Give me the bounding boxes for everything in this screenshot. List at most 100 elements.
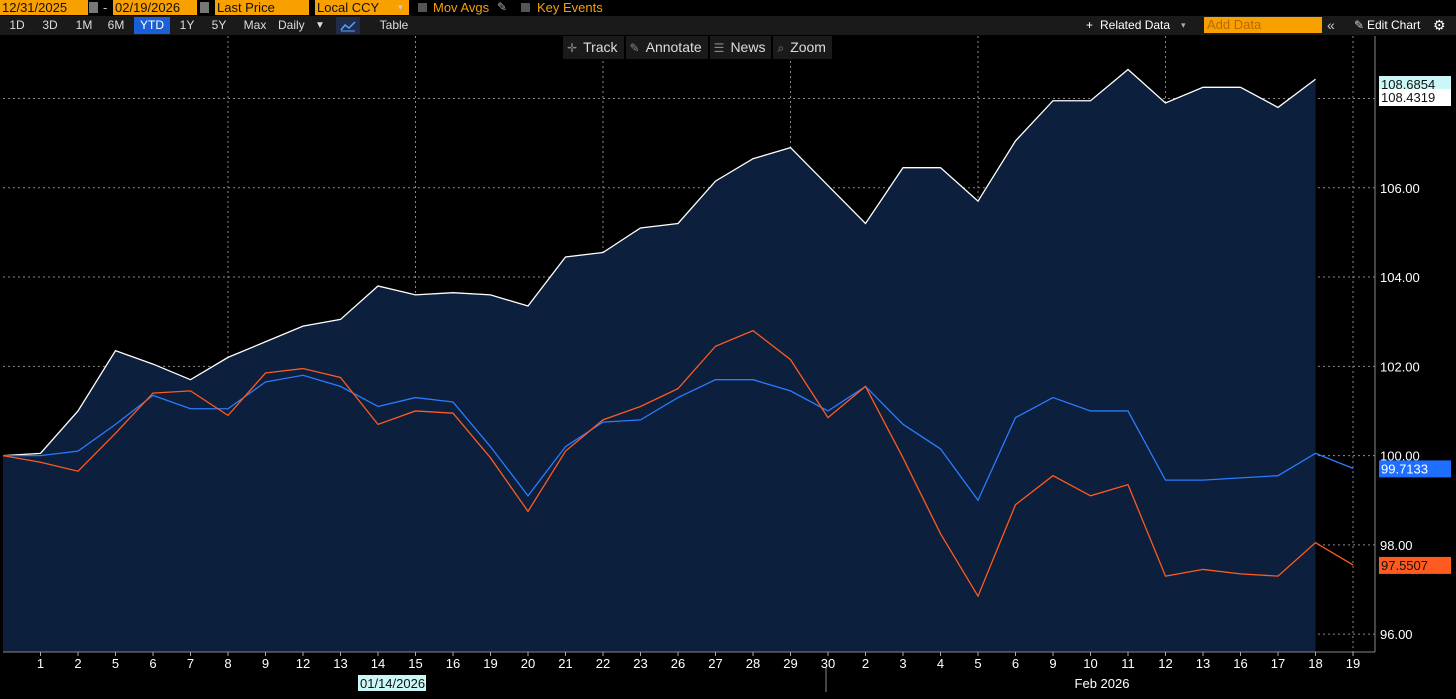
- add-data-input[interactable]: Add Data: [1204, 17, 1322, 33]
- x-tick-label: 2: [74, 656, 81, 671]
- period-5y[interactable]: 5Y: [211, 18, 227, 32]
- zoom-button[interactable]: ⌕ Zoom: [773, 36, 832, 59]
- crosshair-icon: ✛: [567, 41, 578, 55]
- x-tick-label: 28: [746, 656, 760, 671]
- frequency-selector[interactable]: Daily: [278, 18, 305, 32]
- x-tick-label: 2: [862, 656, 869, 671]
- y-tick-label: 106.00: [1380, 181, 1420, 196]
- x-tick-label: 13: [333, 656, 347, 671]
- collapse-icon[interactable]: «: [1327, 17, 1335, 33]
- x-tick-label: 13: [1196, 656, 1210, 671]
- white-last-label-bg: [1379, 89, 1451, 106]
- mov-avgs-checkbox[interactable]: [418, 3, 427, 12]
- axes: 96.0098.00100.00102.00104.00106.00108.00…: [3, 36, 1451, 692]
- news-label: News: [730, 39, 766, 55]
- chart-tools: ✛ Track ✎ Annotate ☰ News ⌕ Zoom: [563, 36, 834, 59]
- x-tick-label: 5: [112, 656, 119, 671]
- x-tick-label: 12: [1158, 656, 1172, 671]
- period-1y[interactable]: 1Y: [179, 18, 195, 32]
- pen-icon: ✎: [629, 41, 640, 55]
- start-date-field[interactable]: 12/31/2025: [0, 0, 88, 15]
- table-button[interactable]: Table: [379, 18, 409, 32]
- series-line: [2, 68, 1316, 457]
- date-highlight: [358, 675, 426, 691]
- y-tick-label: 96.00: [1380, 627, 1413, 642]
- pencil-icon[interactable]: ✎: [497, 0, 508, 14]
- period-max[interactable]: Max: [243, 18, 267, 32]
- blue-last-label: 99.7133: [1381, 461, 1428, 476]
- x-tick-label: 4: [937, 656, 944, 671]
- annotate-button[interactable]: ✎ Annotate: [625, 36, 708, 59]
- track-label: Track: [583, 39, 618, 55]
- x-tick-label: 18: [1308, 656, 1322, 671]
- x-tick-label: 9: [1049, 656, 1056, 671]
- y-tick-label: 100.00: [1380, 449, 1420, 464]
- x-tick-label: 22: [596, 656, 610, 671]
- x-tick-label: 16: [446, 656, 460, 671]
- series-line: [2, 329, 1354, 598]
- annotate-label: Annotate: [645, 39, 702, 55]
- x-tick-label: 21: [558, 656, 572, 671]
- date-separator: -: [103, 0, 108, 15]
- x-tick-label: 5: [974, 656, 981, 671]
- x-tick-label: 6: [149, 656, 156, 671]
- y-tick-label: 98.00: [1380, 538, 1413, 553]
- x-tick-label: 11: [1121, 656, 1135, 671]
- x-tick-label: 27: [708, 656, 722, 671]
- x-tick-label: 29: [783, 656, 797, 671]
- period-3d[interactable]: 3D: [42, 18, 58, 32]
- line-chart-glyph: [340, 21, 356, 32]
- x-tick-label: 15: [408, 656, 422, 671]
- x-tick-label: 16: [1233, 656, 1247, 671]
- calendar-icon[interactable]: [200, 2, 209, 13]
- currency-selector[interactable]: Local CCY: [315, 0, 409, 15]
- gear-icon[interactable]: ⚙: [1433, 17, 1446, 33]
- chevron-down-icon[interactable]: ▾: [1181, 20, 1186, 30]
- x-tick-label: 1: [37, 656, 44, 671]
- x-tick-label: 12: [296, 656, 310, 671]
- calendar-icon[interactable]: [89, 2, 98, 13]
- magnifier-icon: ⌕: [777, 41, 785, 55]
- related-data-button[interactable]: Related Data: [1100, 18, 1171, 32]
- mov-avgs-label: Mov Avgs: [433, 0, 490, 15]
- period-6m[interactable]: 6M: [107, 18, 125, 32]
- line-chart-icon[interactable]: [336, 17, 360, 34]
- field-selector[interactable]: Last Price: [215, 0, 309, 15]
- white-last-label: 108.4319: [1381, 90, 1435, 105]
- x-tick-label: 19: [483, 656, 497, 671]
- chevron-down-icon[interactable]: ▼: [315, 20, 325, 31]
- period-1m[interactable]: 1M: [75, 18, 93, 32]
- x-tick-label: 26: [671, 656, 685, 671]
- x-tick-label: 6: [1012, 656, 1019, 671]
- month-label: Feb 2026: [1075, 676, 1130, 691]
- key-events-checkbox[interactable]: [521, 3, 530, 12]
- period-1d[interactable]: 1D: [9, 18, 25, 32]
- series-area-fill: [3, 69, 1316, 652]
- news-icon: ☰: [713, 41, 725, 55]
- pencil-icon[interactable]: ✎: [1354, 18, 1365, 32]
- period-ytd[interactable]: YTD: [134, 17, 170, 34]
- end-date-field[interactable]: 02/19/2026: [113, 0, 197, 15]
- track-button[interactable]: ✛ Track: [563, 36, 624, 59]
- x-tick-label: 23: [633, 656, 647, 671]
- blue-last-label-bg: [1379, 460, 1451, 478]
- x-tick-label: 9: [262, 656, 269, 671]
- white-high-label: 108.6854: [1381, 77, 1435, 92]
- x-tick-label: 19: [1346, 656, 1360, 671]
- x-tick-label: 3: [899, 656, 906, 671]
- crosshair-date-label: 01/14/2026: [360, 676, 425, 691]
- x-tick-label: 20: [521, 656, 535, 671]
- news-button[interactable]: ☰ News: [709, 36, 772, 59]
- zoom-label: Zoom: [790, 39, 826, 55]
- edit-chart-button[interactable]: Edit Chart: [1367, 18, 1421, 32]
- y-tick-label: 104.00: [1380, 270, 1420, 285]
- orange-last-label: 97.5507: [1381, 558, 1428, 573]
- x-tick-label: 17: [1271, 656, 1285, 671]
- plus-icon[interactable]: +: [1086, 18, 1094, 32]
- orange-last-label-bg: [1379, 556, 1451, 574]
- series-line: [3, 374, 1354, 502]
- chevron-down-icon[interactable]: ▾: [398, 2, 403, 12]
- y-tick-label: 102.00: [1380, 359, 1420, 374]
- x-tick-label: 10: [1083, 656, 1097, 671]
